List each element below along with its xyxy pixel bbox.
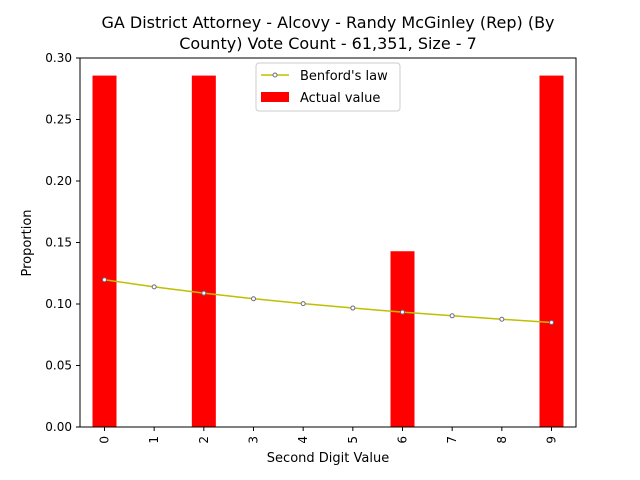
x-tick-label: 5 — [346, 436, 360, 444]
chart-title-line2: County) Vote Count - 61,351, Size - 7 — [179, 34, 477, 53]
benford-point-0 — [102, 277, 107, 283]
benford-point-4 — [300, 301, 306, 307]
legend-actual-label: Actual value — [300, 91, 380, 106]
bar-digit-6 — [390, 251, 415, 427]
legend-box — [255, 62, 401, 112]
y-tick-label: 0.05 — [45, 359, 72, 373]
benford-point-3 — [251, 296, 256, 302]
bar-digit-9 — [539, 75, 564, 428]
legend-benford-label: Benford's law — [300, 69, 388, 84]
x-tick-label: 0 — [98, 436, 112, 444]
bar-digit-0 — [92, 75, 117, 428]
benford-point-1 — [151, 284, 157, 290]
y-tick-label: 0.25 — [45, 113, 72, 127]
x-axis-label: Second Digit Value — [267, 451, 389, 466]
benford-point-7 — [449, 313, 455, 319]
x-tick-label: 7 — [445, 436, 459, 444]
legend-actual-swatch — [261, 92, 289, 102]
chart-title-line1: GA District Attorney - Alcovy - Randy Mc… — [101, 13, 554, 32]
y-axis-label: Proportion — [20, 209, 35, 276]
x-tick-label: 1 — [147, 436, 161, 444]
y-tick-label: 0.20 — [45, 174, 72, 188]
benford-point-9 — [549, 319, 554, 325]
x-tick-label: 8 — [495, 436, 509, 444]
x-axis: 0 1 2 3 4 5 6 7 8 9 — [98, 427, 559, 444]
y-axis: 0.00 0.05 0.10 0.15 0.20 0.25 0.30 — [45, 51, 80, 434]
x-tick-label: 2 — [197, 436, 211, 444]
benford-point-6 — [400, 309, 405, 315]
legend-benford-marker — [272, 72, 278, 78]
bars-group — [92, 75, 564, 428]
y-tick-label: 0.00 — [45, 420, 72, 434]
x-tick-label: 4 — [296, 436, 310, 444]
y-tick-label: 0.30 — [45, 51, 72, 65]
benford-point-5 — [350, 305, 356, 311]
bar-digit-2 — [191, 75, 216, 428]
x-tick-label: 9 — [545, 436, 559, 444]
x-tick-label: 3 — [247, 436, 261, 444]
plot-frame — [79, 57, 577, 428]
y-tick-label: 0.10 — [45, 297, 72, 311]
y-tick-label: 0.15 — [45, 236, 72, 250]
benford-point-2 — [201, 290, 207, 296]
legend: Benford's law Actual value — [255, 62, 401, 112]
x-tick-label: 6 — [396, 436, 410, 444]
benford-point-8 — [499, 316, 505, 322]
benford-line-group — [102, 277, 554, 325]
benford-line — [104, 279, 552, 324]
